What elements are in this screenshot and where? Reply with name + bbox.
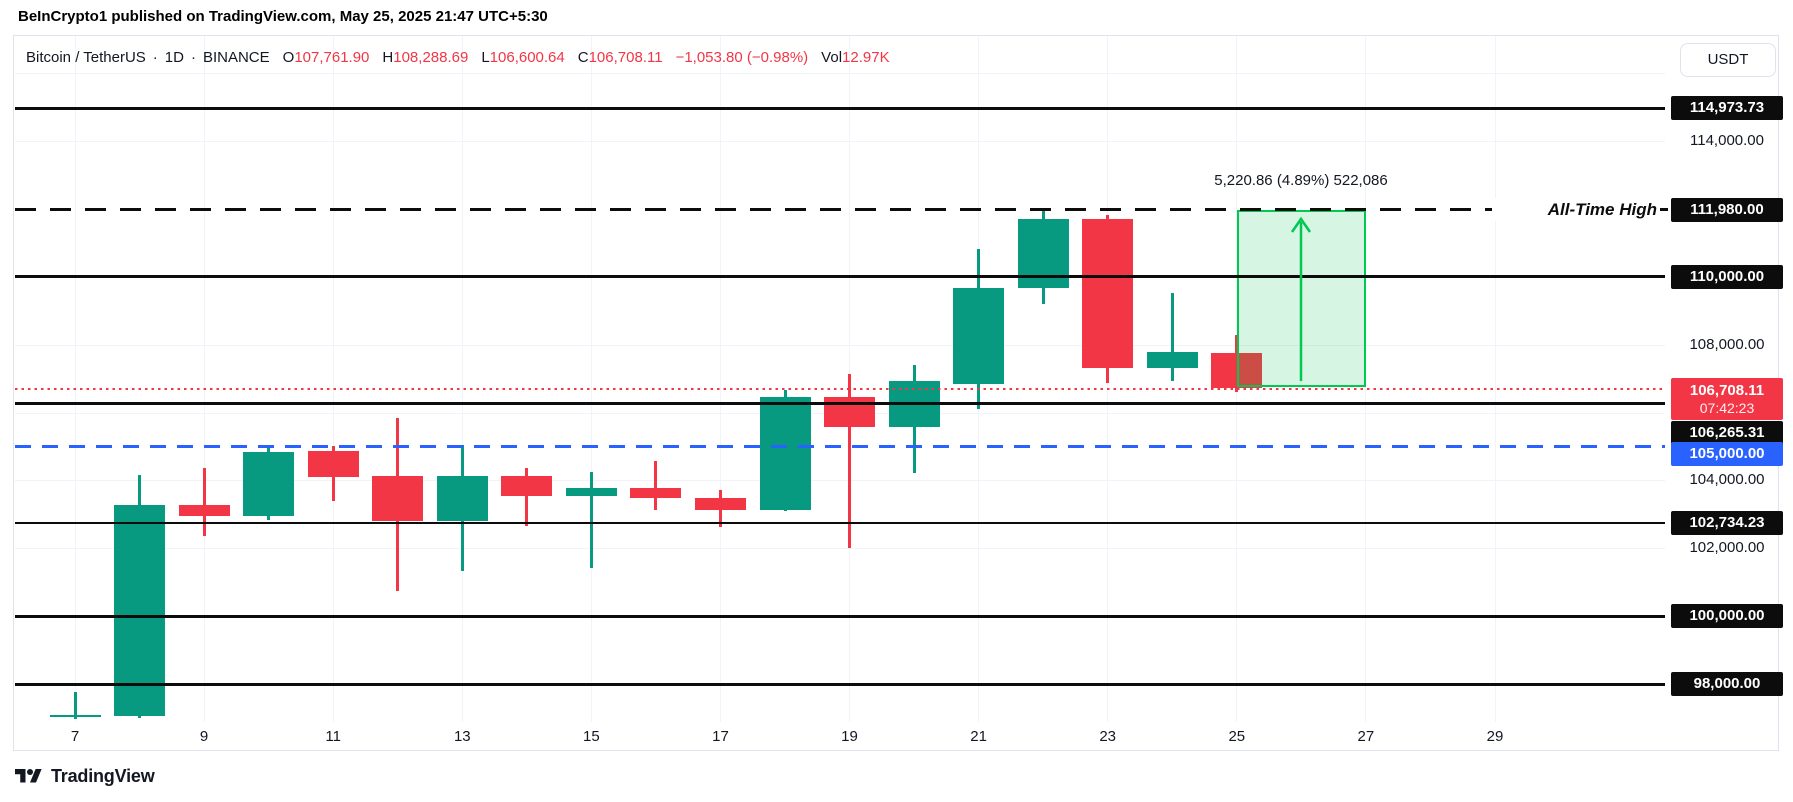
candle-wick-day-19 <box>848 374 851 548</box>
candle-body-day-10 <box>243 451 295 516</box>
exchange-label: BINANCE <box>202 48 270 66</box>
gridline-vertical <box>1365 36 1367 722</box>
last-price-value: 106,708.11 <box>1689 381 1765 399</box>
projection-annotation: 5,220.86 (4.89%) 522,086 <box>1214 172 1388 189</box>
gridline-vertical <box>461 36 463 722</box>
last-price-countdown: 07:42:23 <box>1699 399 1755 416</box>
gridline-horizontal <box>15 548 1665 550</box>
tradingview-logo-icon <box>15 769 42 783</box>
time-axis-label-13: 13 <box>453 728 471 745</box>
last-price-line <box>15 387 1665 390</box>
time-axis-label-21: 21 <box>970 728 987 745</box>
all-time-high-dash <box>1661 208 1668 211</box>
price-axis-label-102000: 102,000.00 <box>1689 539 1765 557</box>
price-axis[interactable]: 114,973.73 111,980.00 110,000.00 106,265.31… <box>14 36 1783 752</box>
time-axis-label-23: 23 <box>1099 728 1117 745</box>
candle-wick-day-15 <box>589 472 593 568</box>
candle-wick-day-7 <box>73 691 77 719</box>
time-axis[interactable]: 7 9 11 13 15 17 19 21 23 25 27 29 <box>14 36 1667 752</box>
price-level-line-110000 <box>15 275 1665 279</box>
price-level-line-100000 <box>15 614 1665 618</box>
time-axis-label-15: 15 <box>583 728 600 745</box>
gridline-horizontal <box>15 141 1665 142</box>
gridline-vertical <box>332 36 334 722</box>
candle-wick-day-16 <box>654 461 658 510</box>
candle-body-day-17 <box>695 498 746 510</box>
candle-body-day-19 <box>824 396 875 428</box>
projection-arrow-icon <box>1291 216 1312 381</box>
candle-body-day-8 <box>114 505 165 717</box>
price-level-line-105000 <box>15 444 1665 448</box>
candle-wick-day-9 <box>202 467 206 536</box>
price-level-badge-100000: 100,000.00 <box>1671 604 1783 629</box>
candle-wick-day-24 <box>1170 293 1174 381</box>
change-label: −1,053.80 (−0.98%) <box>675 48 809 66</box>
symbol-legend: Bitcoin / TetherUS · 1D · BINANCE O107,7… <box>26 45 890 69</box>
price-level-badge-98000: 98,000.00 <box>1671 672 1783 696</box>
time-axis-label-9: 9 <box>199 728 209 745</box>
price-level-badge-105000: 105,000.00 <box>1671 442 1783 467</box>
chart-widget: 114,973.73 111,980.00 110,000.00 106,265.31… <box>13 35 1783 752</box>
price-level-line-111980 <box>15 208 1665 212</box>
time-axis-label-27: 27 <box>1357 728 1375 745</box>
gridline-vertical <box>203 36 205 722</box>
candle-body-day-14 <box>501 476 553 496</box>
price-level-line-102734 <box>15 522 1665 525</box>
gridline-horizontal <box>15 73 1665 75</box>
gridline-vertical <box>1494 36 1496 722</box>
last-price-badge: 106,708.11 07:42:23 <box>1671 377 1783 420</box>
candle-body-day-7 <box>49 715 101 718</box>
price-level-badge-111980: 111,980.00 <box>1671 197 1783 222</box>
price-axis-label-114000: 114,000.00 <box>1690 132 1764 149</box>
symbol-name[interactable]: Bitcoin / TetherUS <box>26 48 146 66</box>
price-level-line-106265 <box>15 402 1665 405</box>
tradingview-brand-text: TradingView <box>51 766 155 786</box>
ohlc-open: O107,761.90 <box>282 48 370 66</box>
ohlc-low: L106,600.64 <box>481 48 565 66</box>
candle-body-day-21 <box>953 287 1005 384</box>
volume-label: Vol12.97K <box>821 48 890 66</box>
chart-plot-area <box>14 36 1667 722</box>
gridline-horizontal <box>15 344 1665 346</box>
price-level-badge-102734: 102,734.23 <box>1671 511 1783 536</box>
candle-body-day-13 <box>436 476 488 522</box>
candle-body-day-23 <box>1082 219 1134 369</box>
currency-toggle-button[interactable]: USDT <box>1680 43 1776 77</box>
interval-label[interactable]: 1D <box>164 48 184 66</box>
candle-body-day-15 <box>565 488 617 496</box>
candle-body-day-11 <box>307 451 359 477</box>
gridline-vertical <box>74 36 76 722</box>
price-level-badge-110000: 110,000.00 <box>1671 264 1783 289</box>
all-time-high-label: All-Time High <box>1492 198 1660 221</box>
currency-toggle-label: USDT <box>1707 51 1749 68</box>
time-axis-label-25: 25 <box>1228 728 1246 745</box>
gridline-horizontal <box>15 480 1665 482</box>
candle-body-day-9 <box>178 505 230 516</box>
time-axis-label-7: 7 <box>70 728 80 745</box>
price-level-line-114974 <box>15 106 1665 110</box>
price-axis-label-104000: 104,000.00 <box>1689 471 1765 489</box>
price-axis-label-108000: 108,000.00 <box>1689 335 1765 353</box>
candle-body-day-18 <box>759 396 811 510</box>
candle-body-day-12 <box>372 476 424 522</box>
gridline-vertical <box>590 36 592 722</box>
gridline-vertical <box>720 36 721 722</box>
time-axis-label-11: 11 <box>325 728 341 745</box>
time-axis-label-19: 19 <box>841 728 858 745</box>
price-level-badge-106265: 106,265.31 <box>1671 420 1783 445</box>
ohlc-close: C106,708.11 <box>577 48 663 66</box>
legend-separator: · <box>152 48 158 66</box>
candle-body-day-16 <box>630 488 682 498</box>
price-level-badge-114974: 114,973.73 <box>1671 96 1783 120</box>
tradingview-brand[interactable]: TradingView <box>15 766 155 787</box>
attribution-header: BeInCrypto1 published on TradingView.com… <box>18 8 548 25</box>
time-axis-label-29: 29 <box>1486 728 1504 745</box>
legend-separator: · <box>190 48 196 66</box>
candle-body-day-24 <box>1146 352 1198 369</box>
ohlc-high: H108,288.69 <box>382 48 469 66</box>
price-level-line-98000 <box>15 682 1665 686</box>
time-axis-label-17: 17 <box>712 728 729 745</box>
candle-wick-day-14 <box>525 467 529 526</box>
